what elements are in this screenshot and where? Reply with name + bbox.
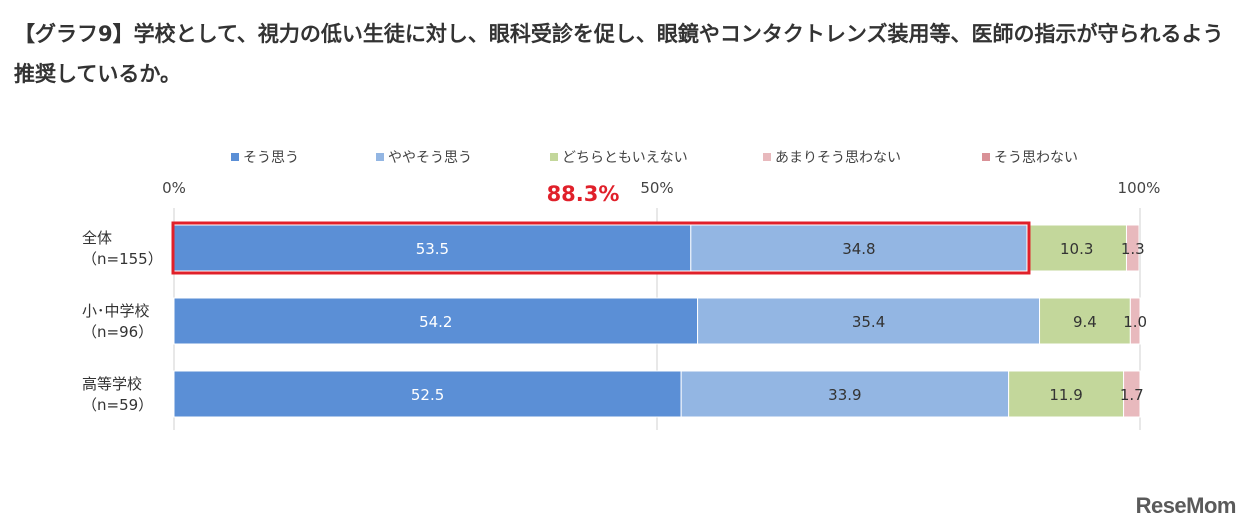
bar-segment-1-2 <box>1039 297 1131 345</box>
category-count-2: （n=59） <box>82 396 153 414</box>
x-tick-label-1: 50% <box>640 179 673 197</box>
legend-label-3: あまりそう思わない <box>775 150 901 166</box>
legend-swatch-2 <box>550 153 558 161</box>
chart-title: 【グラフ9】学校として、視力の低い生徒に対し、眼科受診を促し、眼鏡やコンタクトレ… <box>14 22 1224 86</box>
bar-segment-2-0 <box>173 370 682 418</box>
data-label-2-2: 11.9 <box>1049 386 1082 404</box>
legend-swatch-1 <box>376 153 384 161</box>
legend-label-4: そう思わない <box>994 150 1078 166</box>
legend-swatch-4 <box>982 153 990 161</box>
data-label-0-3: 1.3 <box>1121 240 1145 258</box>
highlight-label: 88.3% <box>547 182 620 206</box>
legend-swatch-3 <box>763 153 771 161</box>
x-tick-label-2: 100% <box>1118 179 1161 197</box>
legend-swatch-0 <box>231 153 239 161</box>
data-label-1-3: 1.0 <box>1123 313 1147 331</box>
bar-segment-1-1 <box>697 297 1041 345</box>
data-label-0-0: 53.5 <box>416 240 449 258</box>
resemom-logo: ReseMom <box>1135 493 1237 518</box>
legend-label-1: ややそう思う <box>388 150 472 166</box>
bar-segment-2-1 <box>680 370 1010 418</box>
category-label-0: 全体 <box>82 229 112 247</box>
data-label-1-2: 9.4 <box>1073 313 1097 331</box>
data-label-2-3: 1.7 <box>1120 386 1144 404</box>
bar-segment-2-3 <box>1123 370 1141 418</box>
category-label-2: 高等学校 <box>82 375 142 393</box>
bar-segment-1-3 <box>1129 297 1141 345</box>
x-tick-label-0: 0% <box>162 179 186 197</box>
data-label-0-1: 34.8 <box>842 240 875 258</box>
bar-segment-1-0 <box>173 297 699 345</box>
data-label-0-2: 10.3 <box>1060 240 1093 258</box>
category-label-1: 小･中学校 <box>82 302 150 320</box>
data-label-1-0: 54.2 <box>419 313 452 331</box>
data-label-1-1: 35.4 <box>852 313 885 331</box>
bar-segment-0-3 <box>1125 224 1140 272</box>
legend-label-0: そう思う <box>243 150 299 166</box>
data-label-2-0: 52.5 <box>411 386 444 404</box>
category-count-1: （n=96） <box>82 323 153 341</box>
bar-segment-0-1 <box>690 224 1028 272</box>
data-label-2-1: 33.9 <box>828 386 861 404</box>
bar-segment-0-2 <box>1026 224 1127 272</box>
category-count-0: （n=155） <box>82 250 163 268</box>
highlight-box <box>171 221 1031 275</box>
bar-segment-2-2 <box>1008 370 1125 418</box>
legend-label-2: どちらともいえない <box>562 150 688 166</box>
